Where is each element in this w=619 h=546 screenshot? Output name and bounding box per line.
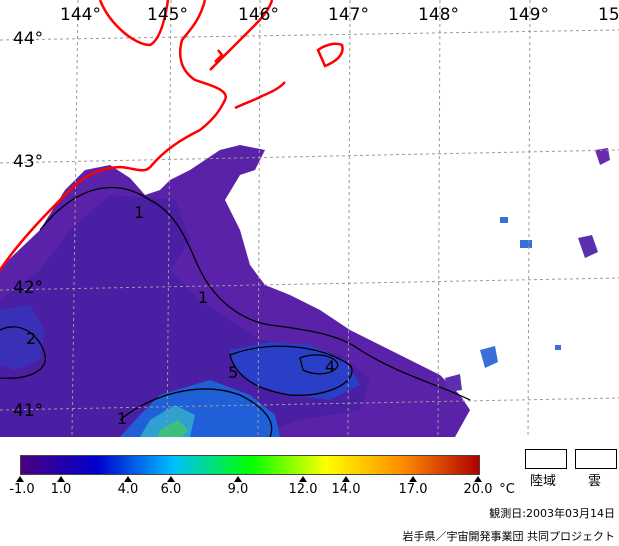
colorbar-tick-label: 1.0: [50, 482, 72, 497]
lon-label: 149°: [508, 5, 549, 25]
lon-label: 15: [598, 5, 619, 25]
colorbar-tick: [474, 476, 482, 482]
contour-label: 1: [134, 203, 144, 222]
colorbar-tick-label: 6.0: [160, 482, 182, 497]
colorbar-tick: [299, 476, 307, 482]
lon-label: 144°: [60, 5, 101, 25]
colorbar-tick: [409, 476, 417, 482]
sst-map: 144° 145° 146° 147° 148° 149° 15 44° 43°…: [0, 0, 619, 437]
colorbar-tick-label: 12.0: [288, 482, 318, 497]
colorbar-tick: [57, 476, 65, 482]
observation-date: 観測日:2003年03月14日: [489, 507, 615, 520]
lat-label: 44°: [13, 29, 43, 49]
cloud-legend-swatch: [575, 449, 617, 469]
lat-label: 42°: [13, 278, 43, 298]
credit-text: 岩手県／宇宙開発事業団 共同プロジェクト: [402, 530, 616, 543]
temperature-colorbar: [20, 455, 480, 475]
land-legend-label: 陸域: [530, 474, 557, 489]
colorbar-tick: [342, 476, 350, 482]
colorbar-tick: [16, 476, 24, 482]
colorbar-tick-label: -1.0: [9, 482, 35, 497]
contour-lines: [0, 186, 471, 437]
land-legend-swatch: [525, 449, 567, 469]
colorbar-tick-label: 9.0: [227, 482, 249, 497]
coastline: [0, 0, 344, 271]
graticule: [0, 0, 619, 437]
sst-field: [0, 145, 610, 437]
colorbar-tick-label: 14.0: [331, 482, 361, 497]
colorbar-unit: °C: [499, 482, 515, 497]
lat-label: 43°: [13, 152, 43, 172]
colorbar-tick-label: 4.0: [117, 482, 139, 497]
contour-label: 5: [228, 363, 238, 382]
contour-labels: 1 1 2 1 5 4: [26, 203, 335, 428]
colorbar-tick-label: 17.0: [398, 482, 428, 497]
colorbar-tick-label: 20.0: [463, 482, 493, 497]
contour-label: 1: [117, 409, 127, 428]
longitude-labels: 144° 145° 146° 147° 148° 149° 15: [60, 5, 619, 25]
contour-label: 2: [26, 329, 36, 348]
lon-label: 148°: [418, 5, 459, 25]
lon-label: 146°: [238, 5, 279, 25]
colorbar-tick: [124, 476, 132, 482]
lon-label: 147°: [328, 5, 369, 25]
colorbar-tick: [167, 476, 175, 482]
latitude-labels: 44° 43° 42° 41°: [13, 29, 43, 421]
cloud-legend-label: 雲: [588, 474, 602, 489]
contour-label: 1: [198, 288, 208, 307]
colorbar-tick: [234, 476, 242, 482]
lon-label: 145°: [147, 5, 188, 25]
lat-label: 41°: [13, 401, 43, 421]
contour-label: 4: [325, 357, 335, 376]
